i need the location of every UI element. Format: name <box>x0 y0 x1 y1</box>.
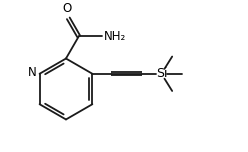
Text: NH₂: NH₂ <box>104 30 126 43</box>
Text: N: N <box>28 66 37 79</box>
Text: O: O <box>62 2 71 15</box>
Text: Si: Si <box>156 67 167 80</box>
